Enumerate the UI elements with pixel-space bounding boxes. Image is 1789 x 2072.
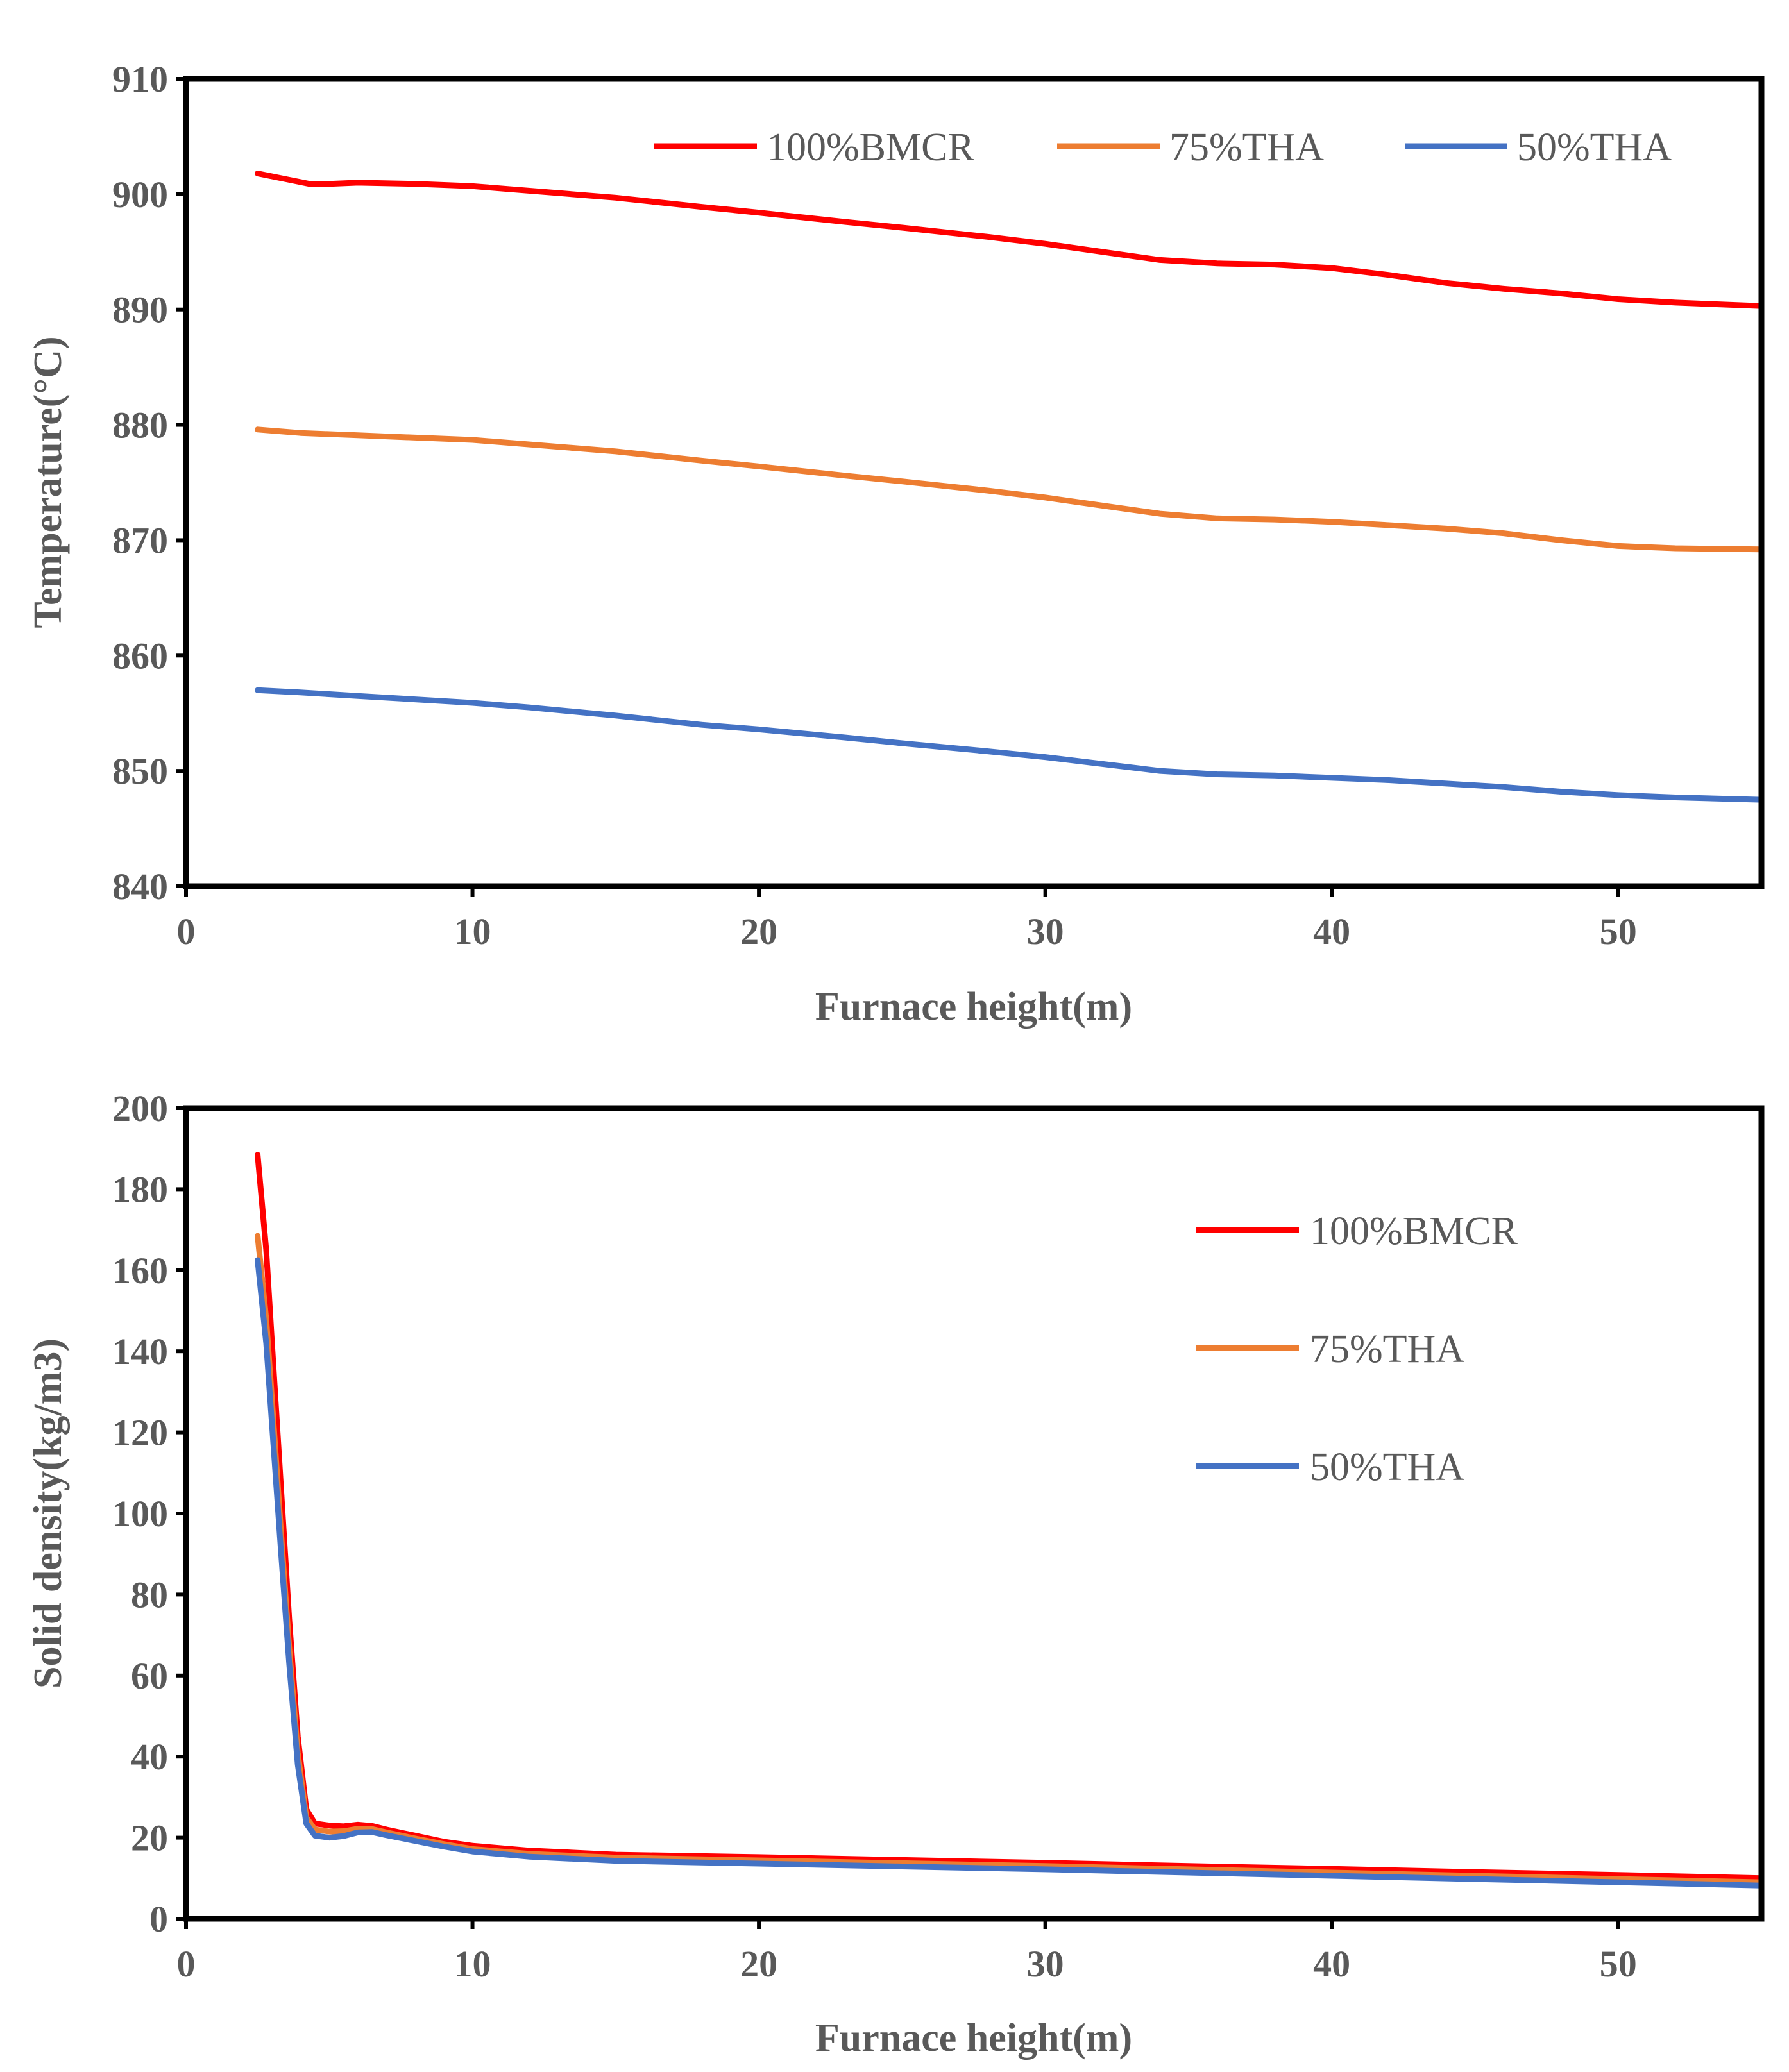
temperature-x-tick-label: 0 [177, 911, 196, 952]
density-y-axis-title: Solid density(kg/m3) [26, 1338, 70, 1689]
density-x-tick-label: 0 [177, 1943, 196, 1985]
temperature-y-tick-label: 850 [112, 750, 168, 792]
temperature-x-tick-label: 40 [1313, 911, 1350, 952]
temperature-y-tick-label: 870 [112, 519, 168, 561]
density-y-tick-label: 0 [149, 1898, 168, 1940]
temperature-y-tick-label: 860 [112, 635, 168, 677]
temperature-legend: 100%BMCR 75%THA 50%THA [654, 126, 1672, 169]
legend-item-100-bmcr: 100%BMCR [1196, 1209, 1518, 1253]
legend-item-75-tha: 75%THA [1196, 1327, 1464, 1371]
temperature-y-axis-title: Temperature(°C) [26, 336, 70, 628]
density-x-ticks: 0 10 20 30 40 50 [177, 1919, 1637, 1985]
legend-label-50-tha: 50%THA [1517, 126, 1672, 169]
temperature-y-tick-label: 880 [112, 405, 168, 446]
density-legend: 100%BMCR 75%THA 50%THA [1196, 1209, 1518, 1489]
density-series [255, 1152, 1765, 1889]
density-x-tick-label: 20 [740, 1943, 777, 1985]
temperature-y-tick-label: 840 [112, 866, 168, 907]
temperature-chart: 840 850 860 870 880 890 900 910 0 10 20 30 40 50 Fur… [26, 58, 1765, 1029]
density-y-tick-label: 140 [112, 1331, 168, 1372]
temperature-y-ticks: 840 850 860 870 880 890 900 910 [112, 58, 186, 907]
legend-item-50-tha: 50%THA [1405, 126, 1672, 169]
legend-item-50-tha: 50%THA [1196, 1445, 1464, 1489]
temperature-series [255, 171, 1765, 803]
temperature-x-tick-label: 50 [1600, 911, 1637, 952]
temperature-x-tick-label: 20 [740, 911, 777, 952]
density-y-tick-label: 180 [112, 1168, 168, 1210]
temperature-x-axis-title: Furnace height(m) [815, 985, 1132, 1029]
density-y-tick-label: 160 [112, 1250, 168, 1292]
density-y-tick-label: 120 [112, 1412, 168, 1454]
temperature-y-tick-label: 890 [112, 289, 168, 331]
legend-item-100-bmcr: 100%BMCR [654, 126, 974, 169]
temperature-plot-frame [183, 76, 1765, 889]
density-y-tick-label: 40 [131, 1736, 168, 1778]
legend-label-50-tha: 50%THA [1310, 1445, 1464, 1489]
temperature-series-100bmcr [255, 171, 1765, 309]
density-y-tick-label: 100 [112, 1493, 168, 1535]
legend-label-100-bmcr: 100%BMCR [1310, 1209, 1518, 1253]
density-y-tick-label: 60 [131, 1655, 168, 1697]
density-y-tick-label: 80 [131, 1574, 168, 1615]
density-y-tick-label: 20 [131, 1817, 168, 1859]
temperature-x-tick-label: 10 [454, 911, 491, 952]
legend-label-75-tha: 75%THA [1310, 1327, 1464, 1371]
density-series-50tha [255, 1257, 1765, 1889]
temperature-series-50tha [255, 687, 1765, 803]
density-x-axis-title: Furnace height(m) [815, 2016, 1132, 2060]
temperature-y-tick-label: 900 [112, 174, 168, 215]
density-plot-frame [183, 1105, 1765, 1922]
legend-item-75-tha: 75%THA [1057, 126, 1324, 169]
legend-label-75-tha: 75%THA [1169, 126, 1324, 169]
density-y-tick-label: 200 [112, 1088, 168, 1129]
temperature-series-75tha [255, 426, 1765, 553]
density-x-tick-label: 50 [1600, 1943, 1637, 1985]
density-x-tick-label: 40 [1313, 1943, 1350, 1985]
temperature-x-ticks: 0 10 20 30 40 50 [177, 886, 1637, 952]
temperature-x-tick-label: 30 [1027, 911, 1064, 952]
density-x-tick-label: 10 [454, 1943, 491, 1985]
legend-label-100-bmcr: 100%BMCR [767, 126, 974, 169]
density-x-tick-label: 30 [1027, 1943, 1064, 1985]
temperature-y-tick-label: 910 [112, 58, 168, 100]
